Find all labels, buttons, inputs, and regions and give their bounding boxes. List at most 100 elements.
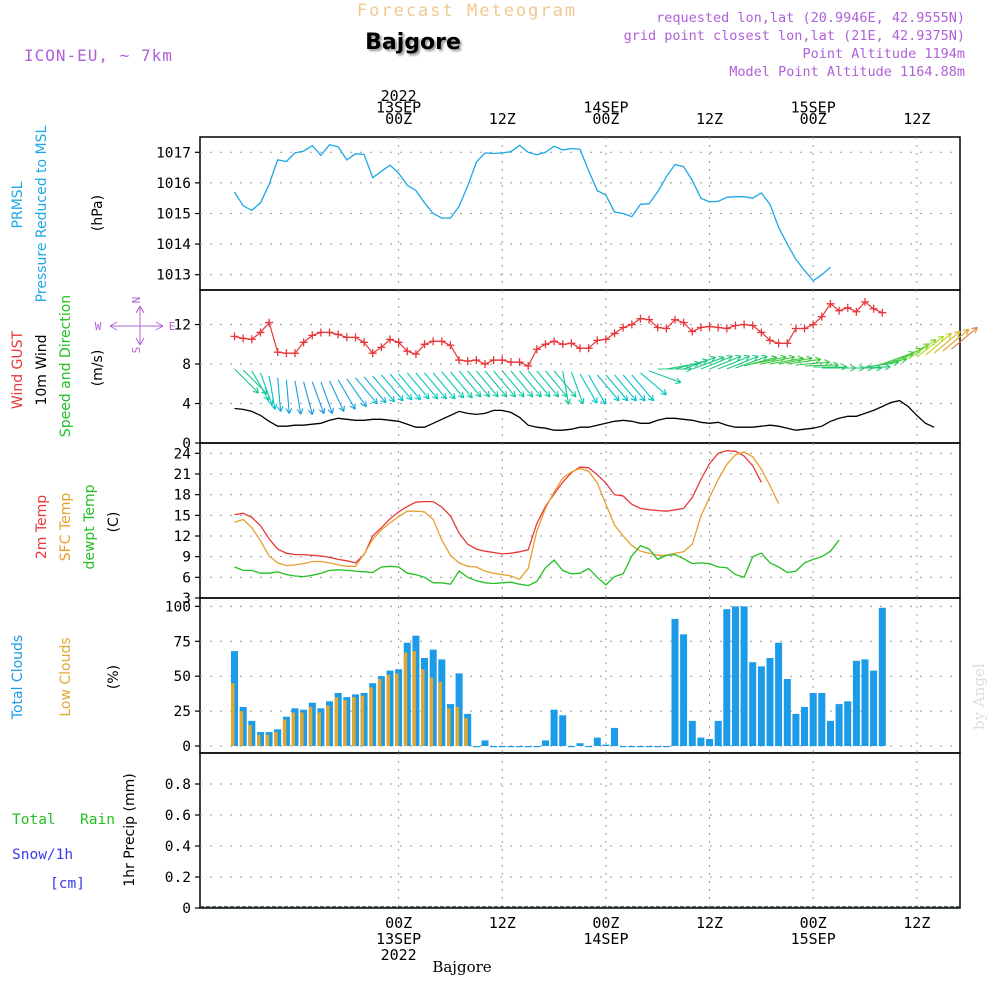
temp-ytick-label: 6	[182, 570, 191, 586]
wind-gust-marker	[256, 328, 265, 337]
wind-direction-arrow	[311, 381, 326, 415]
low-cloud-bar	[360, 695, 365, 746]
wind-gust-marker	[342, 333, 351, 342]
total-cloud-bar	[481, 740, 489, 746]
top-time-label: 00Z	[800, 110, 827, 128]
wind-gust-marker	[558, 340, 567, 349]
wind-direction-arrow	[596, 374, 620, 402]
wind-gust-marker	[584, 344, 593, 353]
wind-gust-marker	[705, 322, 714, 331]
total-cloud-bar	[688, 720, 696, 746]
wind-gust-marker	[757, 328, 766, 337]
wind-gust-marker	[722, 324, 731, 333]
low-cloud-bar	[421, 669, 425, 746]
top-time-label: 12Z	[903, 110, 930, 128]
compass-cross	[109, 305, 164, 346]
wind-ytick-label: 8	[182, 357, 191, 373]
wind-gust-marker	[843, 303, 852, 312]
total-cloud-bar	[533, 746, 541, 748]
wind-gust-marker	[662, 324, 671, 333]
low-cloud-bar	[395, 673, 399, 746]
precip-snow-unit-label: [cm]	[50, 876, 85, 892]
wind-gust-marker	[230, 332, 239, 341]
wind-gust-marker	[800, 324, 809, 333]
wind-direction-arrow	[726, 354, 759, 370]
footer-location: Bajgore	[432, 958, 491, 976]
total-clouds-label: Total Clouds	[10, 635, 26, 720]
wind-ytick-label: 12	[174, 318, 191, 334]
temp-ytick-label: 3	[182, 591, 191, 607]
wind-10m-line	[234, 399, 935, 431]
low-cloud-bar	[352, 697, 356, 746]
wind-direction-arrow	[346, 378, 367, 408]
bottom-time-label: 14SEP	[583, 930, 628, 948]
wind-direction-arrow	[285, 379, 293, 415]
total-cloud-bar	[671, 618, 679, 746]
total-cloud-bar	[559, 715, 567, 746]
model-altitude: Model Point Altitude 1164.88m	[729, 64, 965, 80]
wind-gust-marker	[308, 331, 317, 340]
compass-s: S	[130, 347, 143, 354]
wind-gust-marker	[498, 356, 507, 365]
wind-gust-marker	[429, 337, 438, 346]
wind-direction-arrow	[251, 370, 270, 401]
total-cloud-bar	[706, 739, 713, 746]
wind-direction-arrow	[424, 372, 447, 400]
bottom-time-label: 12Z	[903, 914, 930, 932]
total-cloud-bar	[801, 706, 808, 746]
super-title: Forecast Meteogram	[357, 1, 577, 21]
wind-direction-arrow	[536, 370, 560, 398]
precip-panel-frame	[199, 752, 961, 909]
wind-gust-marker	[783, 339, 792, 348]
wind-direction-arrow	[303, 381, 315, 415]
low-cloud-bar	[291, 712, 295, 746]
wind-direction-arrow	[467, 370, 491, 398]
wind-direction-arrow	[925, 332, 953, 356]
top-time-label: 14SEP	[583, 99, 628, 117]
total-cloud-bar	[619, 746, 627, 748]
wind-gust-marker	[636, 314, 645, 323]
wind-gust-marker	[714, 323, 723, 332]
precip-ytick-label: 0.8	[165, 777, 191, 793]
clouds-ytick-label: 50	[174, 669, 191, 685]
temp-line-sfc-temp	[234, 451, 780, 581]
bottom-time-label: 2022	[381, 946, 417, 964]
compass-e: E	[169, 320, 176, 333]
wind-gust-marker	[411, 350, 420, 359]
total-cloud-bar	[818, 693, 826, 747]
precip-unit-label: 1hr Precip (mm)	[122, 773, 138, 886]
total-cloud-bar	[542, 740, 549, 746]
wind-gust-marker	[351, 333, 360, 342]
total-cloud-bar	[524, 746, 532, 748]
wind-gust-marker	[774, 339, 783, 348]
wind-direction-arrow	[406, 372, 430, 400]
low-cloud-bar	[317, 712, 321, 746]
wind-direction-arrow	[432, 372, 456, 400]
total-cloud-bar	[714, 720, 722, 746]
wind-direction-arrow	[631, 374, 655, 402]
wind-gust-marker	[360, 338, 369, 347]
pressure-ytick-label: 1016	[156, 176, 191, 192]
wind-gust-marker	[446, 341, 455, 350]
wind-direction-arrow	[337, 379, 356, 410]
wind-direction-arrow	[450, 371, 473, 399]
wind-direction-arrow	[700, 354, 733, 370]
wind-direction-label: Speed and Direction	[58, 295, 74, 437]
wind-direction-arrow	[458, 370, 482, 398]
precip-ytick-label: 0	[182, 901, 191, 917]
total-cloud-bar	[775, 642, 783, 746]
wind-ytick-label: 0	[182, 436, 191, 452]
wind-unit-label: (m/s)	[90, 350, 106, 387]
wind-gust-marker	[420, 340, 429, 349]
wind-direction-arrow	[916, 335, 945, 358]
clouds-ytick-label: 100	[165, 599, 191, 615]
bottom-time-label: 12Z	[489, 914, 516, 932]
grid-point-location: grid point closest lon,lat (21E, 42.9375…	[624, 28, 965, 44]
temp-ytick-label: 12	[174, 529, 191, 545]
wind-gust-marker	[541, 340, 550, 349]
low-cloud-bar	[386, 674, 390, 746]
wind-gust-marker	[748, 321, 757, 330]
wind-gust-marker	[809, 320, 818, 329]
low-cloud-bar	[412, 651, 416, 747]
